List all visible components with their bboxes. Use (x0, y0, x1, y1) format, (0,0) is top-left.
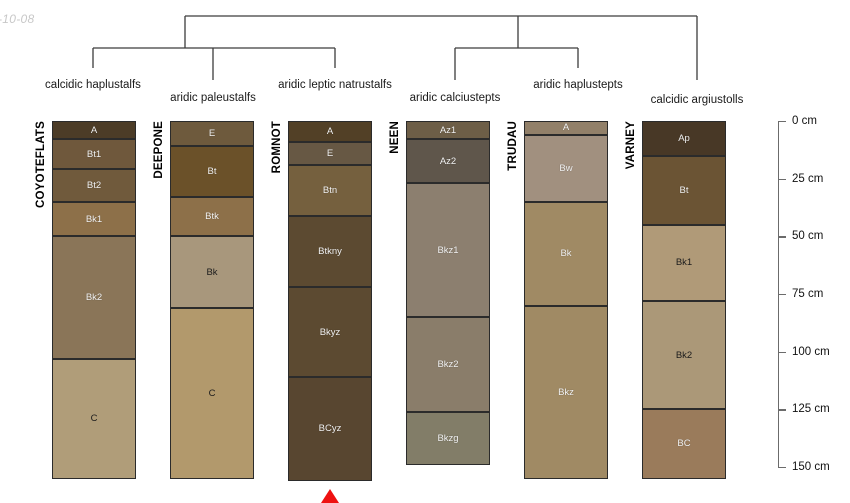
pedon-name-label: DEEPONE (153, 121, 165, 179)
dendrogram-group-label: calcidic argiustolls (650, 94, 744, 106)
soil-horizon[interactable]: Bt (170, 146, 254, 198)
horizon-label: Bk1 (675, 257, 693, 269)
soil-horizon[interactable]: Btn (288, 164, 372, 216)
horizon-label: Bkz (558, 386, 574, 398)
soil-horizon[interactable]: Ap (642, 121, 726, 156)
axis-tick-label: 150 cm (792, 461, 830, 474)
axis-tick (778, 351, 786, 353)
horizon-label: Bt1 (86, 148, 102, 160)
horizon-label: Bk (560, 248, 572, 260)
horizon-label: Bkz1 (437, 244, 459, 256)
axis-tick (778, 121, 786, 123)
horizon-label: Ap (678, 132, 690, 144)
soil-horizon[interactable]: BCyz (288, 377, 372, 481)
horizon-label: BC (677, 438, 691, 450)
axis-tick-label: 0 cm (792, 115, 817, 127)
soil-horizon[interactable]: Bk2 (52, 236, 136, 359)
horizon-label: Az2 (439, 155, 457, 167)
soil-horizon[interactable]: Bt1 (52, 139, 136, 170)
soil-horizon[interactable]: E (170, 121, 254, 147)
horizon-label: Bkyz (319, 326, 341, 338)
axis-tick (778, 236, 786, 238)
dendrogram-group-label: aridic leptic natrustalfs (278, 79, 392, 91)
soil-horizon[interactable]: Bw (524, 134, 608, 202)
dendrogram-group-label: calcidic haplustalfs (45, 79, 141, 91)
soil-horizon[interactable]: Bk (170, 236, 254, 308)
horizon-label: E (208, 128, 216, 140)
soil-horizon[interactable]: Btkny (288, 215, 372, 288)
soil-horizon[interactable]: Bt2 (52, 169, 136, 202)
axis-tick (778, 409, 786, 411)
corner-date-stamp: -10-08 (0, 12, 35, 26)
soil-horizon[interactable]: Bt (642, 155, 726, 225)
horizon-label: Bk (206, 266, 218, 278)
horizon-label: BCyz (318, 423, 342, 435)
horizon-label: Bk2 (85, 291, 103, 303)
horizon-label: Bt (679, 184, 689, 196)
axis-tick-label: 75 cm (792, 288, 824, 301)
soil-horizon[interactable]: Bk2 (642, 300, 726, 410)
horizon-label: Btk (205, 211, 219, 223)
pedon-name-label: TRUDAU (507, 121, 519, 171)
horizon-label: Btn (322, 184, 338, 196)
soil-horizon[interactable]: Az2 (406, 139, 490, 184)
axis-tick (778, 467, 786, 469)
soil-horizon[interactable]: Bkzg (406, 411, 490, 465)
dendrogram-group-label: aridic haplustepts (533, 79, 623, 91)
horizon-label: Bkz2 (437, 358, 459, 370)
classification-dendrogram (92, 15, 698, 80)
horizon-label: A (90, 124, 98, 136)
soil-horizon[interactable]: Bk1 (52, 201, 136, 237)
horizon-label: C (208, 387, 216, 399)
pedon-name-label: VARNEY (625, 121, 637, 170)
soil-horizon[interactable]: A (524, 121, 608, 135)
horizon-label: A (562, 122, 570, 134)
horizon-label: Bt2 (86, 180, 102, 192)
pedon-name-label: NEEN (389, 121, 401, 154)
soil-horizon[interactable]: A (52, 121, 136, 140)
horizon-label: Bkzg (437, 432, 459, 444)
horizon-label: Bk1 (85, 213, 103, 225)
horizon-label: Az1 (439, 124, 457, 136)
pedon-name-label: COYOTEFLATS (35, 121, 47, 208)
soil-horizon[interactable]: Bkz2 (406, 317, 490, 412)
horizon-label: Bk2 (675, 349, 693, 361)
soil-horizon[interactable]: Bkyz (288, 287, 372, 378)
soil-horizon[interactable]: Az1 (406, 121, 490, 140)
profile-marker-triangle (321, 488, 339, 503)
axis-tick (778, 178, 786, 180)
dendrogram-group-label: aridic calciustepts (409, 92, 501, 104)
axis-tick-label: 100 cm (792, 345, 830, 358)
pedon-name-label: ROMNOT (271, 121, 283, 174)
horizon-label: C (90, 413, 98, 425)
dendrogram-group-label: aridic paleustalfs (170, 92, 256, 104)
axis-tick-label: 50 cm (792, 230, 824, 243)
soil-horizon[interactable]: Bkz1 (406, 183, 490, 318)
soil-horizon[interactable]: BC (642, 409, 726, 479)
horizon-label: E (326, 147, 334, 159)
axis-tick (778, 294, 786, 296)
soil-horizon[interactable]: Bk1 (642, 224, 726, 301)
horizon-label: Bw (559, 162, 573, 174)
soil-horizon[interactable]: Btk (170, 197, 254, 237)
soil-horizon[interactable]: C (52, 358, 136, 479)
horizon-label: Bt (207, 166, 217, 178)
axis-tick-label: 25 cm (792, 172, 824, 185)
soil-horizon[interactable]: A (288, 121, 372, 142)
soil-horizon[interactable]: Bk (524, 201, 608, 306)
horizon-label: Btkny (318, 245, 342, 257)
horizon-label: A (326, 125, 334, 137)
axis-tick-label: 125 cm (792, 403, 830, 416)
soil-horizon[interactable]: E (288, 141, 372, 165)
soil-horizon[interactable]: Bkz (524, 305, 608, 479)
soil-horizon[interactable]: C (170, 307, 254, 479)
